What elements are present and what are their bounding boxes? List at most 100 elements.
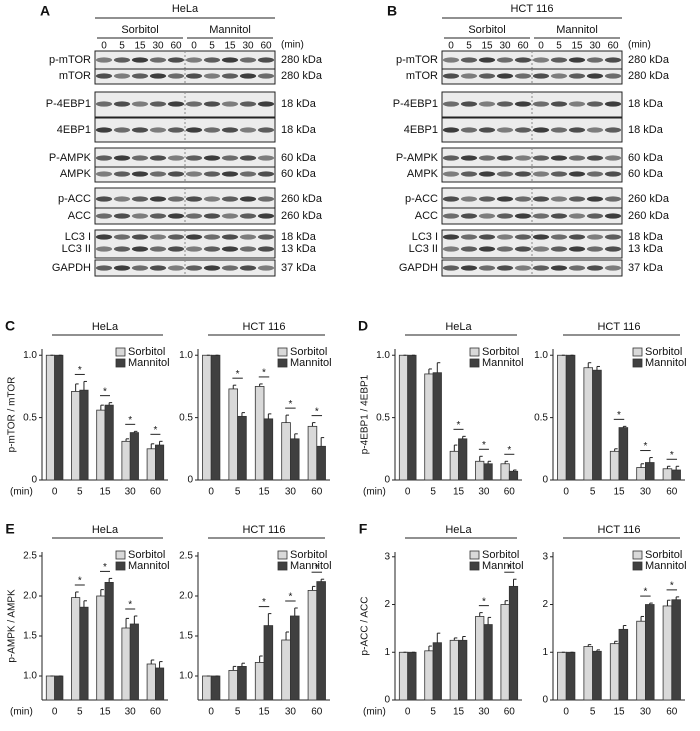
x-tick-label: 5	[430, 707, 436, 718]
band	[532, 73, 550, 79]
time-label: 30	[499, 41, 511, 52]
significance-star: *	[643, 441, 647, 452]
bar	[54, 354, 64, 481]
bar	[228, 388, 239, 481]
band	[604, 73, 622, 79]
band	[496, 73, 514, 79]
bar	[662, 605, 673, 701]
band	[95, 265, 113, 271]
y-tick-label: 2.0	[179, 591, 193, 602]
protein-label: LC3 I	[412, 231, 438, 243]
protein-label: AMPK	[60, 168, 92, 180]
band	[550, 171, 568, 177]
band	[604, 234, 622, 240]
band	[95, 234, 113, 240]
x-tick-label: 30	[478, 487, 490, 498]
band	[496, 246, 514, 252]
band	[586, 101, 604, 107]
chart-title: HeLa	[92, 524, 119, 536]
y-tick-label: 0.5	[376, 412, 390, 423]
mw-label: 260 kDa	[281, 193, 323, 205]
protein-label: 4EBP1	[57, 124, 91, 136]
significance-star: *	[236, 369, 240, 380]
panel-letter: A	[40, 3, 50, 19]
band	[586, 155, 604, 161]
x-tick-label: 5	[590, 707, 596, 718]
y-tick-label: 0.5	[179, 412, 193, 423]
band	[478, 246, 496, 252]
time-label: 5	[209, 41, 215, 52]
band	[460, 57, 478, 63]
x-tick-label: 30	[125, 487, 137, 498]
band	[514, 234, 532, 240]
legend-swatch	[277, 561, 288, 571]
chart-title: HeLa	[445, 524, 472, 536]
bar	[398, 354, 409, 481]
band	[131, 246, 149, 252]
band	[478, 234, 496, 240]
band	[586, 234, 604, 240]
bar	[618, 628, 629, 701]
mw-label: 260 kDa	[628, 193, 670, 205]
y-tick-label: 1	[542, 647, 548, 658]
bar	[96, 409, 106, 481]
mw-label: 37 kDa	[628, 262, 664, 274]
band	[460, 171, 478, 177]
band	[167, 265, 185, 271]
legend-label: Sorbitol	[128, 346, 165, 358]
bar	[71, 597, 81, 701]
band	[604, 246, 622, 252]
band	[131, 127, 149, 133]
bar	[407, 354, 417, 481]
band	[586, 213, 604, 219]
y-tick-label: 2.0	[23, 591, 37, 602]
band	[532, 196, 550, 202]
band	[604, 196, 622, 202]
x-tick-label: 30	[285, 487, 297, 498]
band	[550, 234, 568, 240]
band	[257, 57, 275, 63]
band	[478, 196, 496, 202]
significance-star: *	[128, 415, 132, 426]
band	[532, 101, 550, 107]
band	[221, 213, 239, 219]
band	[113, 171, 131, 177]
band	[460, 127, 478, 133]
band	[131, 213, 149, 219]
band	[113, 155, 131, 161]
band	[586, 196, 604, 202]
band	[167, 196, 185, 202]
band	[604, 213, 622, 219]
band	[203, 196, 221, 202]
band	[442, 155, 460, 161]
band	[149, 155, 167, 161]
mw-label: 280 kDa	[281, 54, 323, 66]
bar	[254, 662, 265, 701]
bar	[671, 469, 681, 481]
legend-swatch	[469, 358, 480, 368]
band	[149, 265, 167, 271]
bar	[121, 440, 131, 481]
bar	[458, 438, 468, 481]
band	[442, 213, 460, 219]
bar	[432, 642, 442, 701]
band	[203, 246, 221, 252]
band	[131, 234, 149, 240]
legend-label: Mannitol	[482, 357, 524, 369]
chart-title: HCT 116	[242, 524, 285, 536]
band	[460, 73, 478, 79]
time-label: 0	[448, 41, 454, 52]
bar	[307, 590, 318, 701]
band	[149, 196, 167, 202]
mw-label: 18 kDa	[628, 124, 664, 136]
band	[257, 234, 275, 240]
x-tick-label: 30	[640, 487, 652, 498]
band	[586, 246, 604, 252]
bar	[129, 432, 139, 481]
band	[239, 155, 257, 161]
band	[149, 57, 167, 63]
y-tick-label: 2.5	[179, 551, 193, 562]
y-tick-label: 0	[384, 695, 390, 706]
legend-swatch	[115, 561, 126, 571]
significance-star: *	[670, 581, 674, 592]
